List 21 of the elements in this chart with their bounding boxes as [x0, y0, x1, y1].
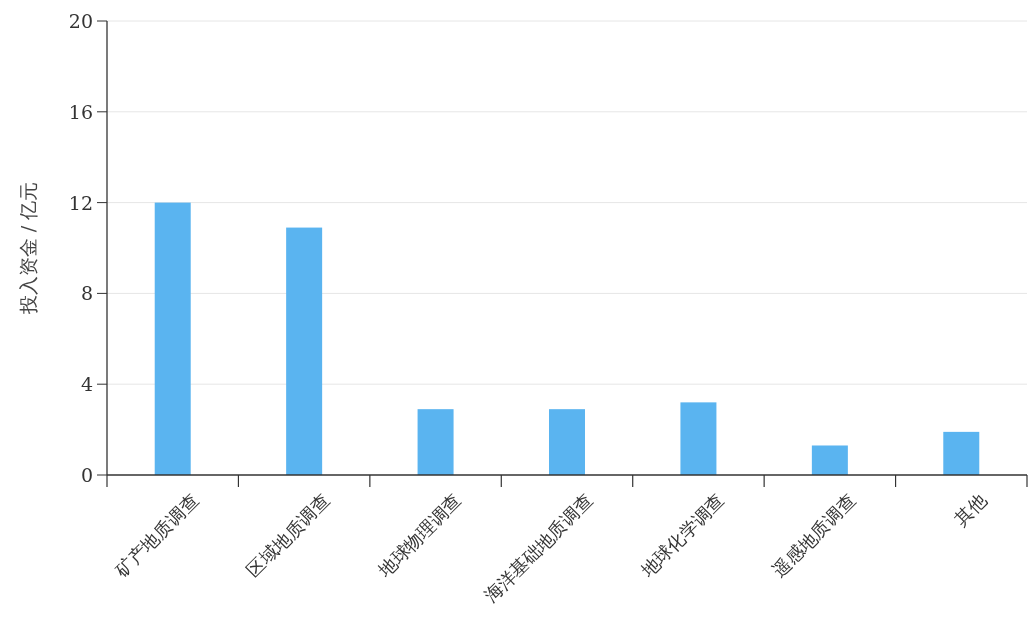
bar — [680, 402, 717, 475]
x-tick-label: 区域地质调查 — [242, 489, 334, 581]
y-tick-label: 8 — [80, 282, 93, 305]
x-tick-label: 地球化学调查 — [635, 489, 728, 582]
bar — [811, 445, 848, 475]
bar — [417, 409, 454, 475]
x-tick-label: 海洋基础地质调查 — [479, 489, 597, 607]
y-axis-title: 投入资金 / 亿元 — [17, 181, 39, 316]
bar — [943, 431, 980, 475]
x-tick-label: 矿产地质调查 — [110, 489, 203, 582]
y-tick-label: 16 — [68, 100, 93, 123]
y-tick-label: 12 — [68, 191, 93, 214]
x-tick-label: 其他 — [950, 489, 991, 530]
x-tick-label: 地球物理调查 — [373, 489, 465, 582]
bar — [549, 409, 585, 475]
bar — [154, 202, 191, 475]
y-tick-label: 4 — [80, 373, 93, 396]
bar — [286, 227, 323, 475]
y-tick-label: 20 — [68, 10, 93, 32]
x-tick-label: 遥感地质调查 — [768, 489, 860, 581]
y-tick-label: 0 — [80, 464, 93, 486]
